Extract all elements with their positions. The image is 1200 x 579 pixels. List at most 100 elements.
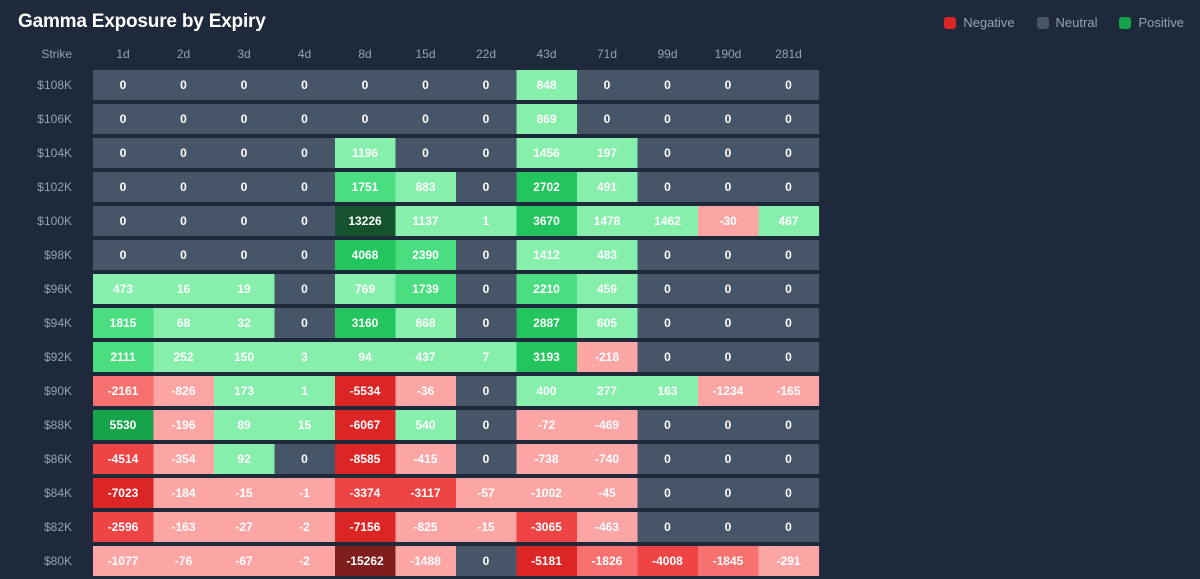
cell-value-label: 32 [237,316,251,330]
heatmap-cell [456,342,517,372]
cell-value-label: 883 [415,180,435,194]
heatmap-cell [637,70,699,100]
cell-value-label: 0 [180,112,187,126]
heatmap-cell [516,274,578,304]
heatmap-cell [516,172,578,202]
cell-value-label: 0 [301,282,308,296]
cell-value-label: 0 [301,78,308,92]
heatmap-cell [698,138,759,168]
cell-value-label: -196 [171,418,195,432]
cell-value-label: 2210 [533,282,560,296]
column-header: 2d [177,47,190,61]
cell-value-label: 92 [237,452,251,466]
cell-value-label: 0 [483,452,490,466]
heatmap-cell [516,70,578,100]
row-header-label: Strike [41,47,72,61]
cell-value-label: 0 [301,316,308,330]
cell-value-label: -184 [171,486,195,500]
heatmap-cell [698,240,759,270]
heatmap-cell [335,172,396,202]
cell-value-label: 400 [536,384,556,398]
cell-value-label: 0 [664,316,671,330]
heatmap-cell [758,478,820,508]
cell-value-label: -1826 [592,554,623,568]
cell-value-label: -15 [477,520,495,534]
heatmap-cell [577,546,638,576]
cell-value-label: 0 [483,180,490,194]
cell-value-label: 0 [422,112,429,126]
cell-value-label: -57 [477,486,495,500]
row-label: $104K [37,146,72,160]
heatmap-cell [335,138,396,168]
heatmap-cell [698,308,759,338]
cell-value-label: 1 [483,214,490,228]
heatmap-cell [93,546,154,576]
cell-value-label: 94 [358,350,372,364]
row-label: $106K [37,112,72,126]
row-label: $84K [44,486,72,500]
heatmap-cell [214,342,275,372]
heatmap-cell [637,172,699,202]
heatmap-cell [577,410,638,440]
heatmap-cell [214,138,275,168]
heatmap-cell [335,274,396,304]
heatmap-cell [395,138,457,168]
heatmap-cell [698,206,759,236]
heatmap-cell [335,410,396,440]
cell-value-label: 0 [241,146,248,160]
cell-value-label: -463 [595,520,619,534]
heatmap-cell [698,546,759,576]
heatmap-cell [456,104,517,134]
row-label: $96K [44,282,72,296]
cell-value-label: -163 [171,520,195,534]
legend-swatch-negative [944,16,957,29]
heatmap-cell [153,342,215,372]
heatmap-cell [153,308,215,338]
heatmap-cell [698,342,759,372]
legend: Negative Neutral Positive [922,15,1184,30]
cell-value-label: 491 [597,180,617,194]
cell-value-label: 150 [234,350,254,364]
heatmap-cell [516,376,578,406]
cell-value-label: 0 [180,146,187,160]
cell-value-label: 3160 [352,316,379,330]
row-label: $92K [44,350,72,364]
heatmap-cell [153,444,215,474]
cell-value-label: 0 [725,520,732,534]
heatmap-cell [758,274,820,304]
cell-value-label: 0 [483,112,490,126]
cell-value-label: 0 [725,282,732,296]
heatmap-cell [335,308,396,338]
cell-value-label: 0 [241,112,248,126]
legend-label-neutral: Neutral [1055,15,1098,30]
heatmap-cell [274,478,336,508]
cell-value-label: 437 [415,350,435,364]
legend-label-negative: Negative [963,15,1015,30]
heatmap-cell [637,240,699,270]
heatmap-cell [698,512,759,542]
cell-value-label: -1488 [410,554,441,568]
cell-value-label: 0 [241,214,248,228]
heatmap-cell [274,512,336,542]
heatmap-cell [93,206,154,236]
cell-value-label: 0 [180,180,187,194]
cell-value-label: 0 [785,78,792,92]
cell-value-label: 0 [483,316,490,330]
heatmap-cell [335,342,396,372]
heatmap-cell [395,546,457,576]
heatmap-cell [153,478,215,508]
heatmap-cell [214,376,275,406]
heatmap-cell [395,512,457,542]
row-label: $102K [37,180,72,194]
cell-value-label: 19 [237,282,251,296]
cell-value-label: 0 [301,146,308,160]
heatmap-cell [577,512,638,542]
cell-value-label: 0 [725,78,732,92]
cell-value-label: 15 [298,418,312,432]
cell-value-label: 16 [177,282,191,296]
cell-value-label: 0 [725,452,732,466]
cell-value-label: -1077 [108,554,139,568]
cell-value-label: 0 [785,316,792,330]
cell-value-label: 0 [362,78,369,92]
heatmap-cell [93,104,154,134]
